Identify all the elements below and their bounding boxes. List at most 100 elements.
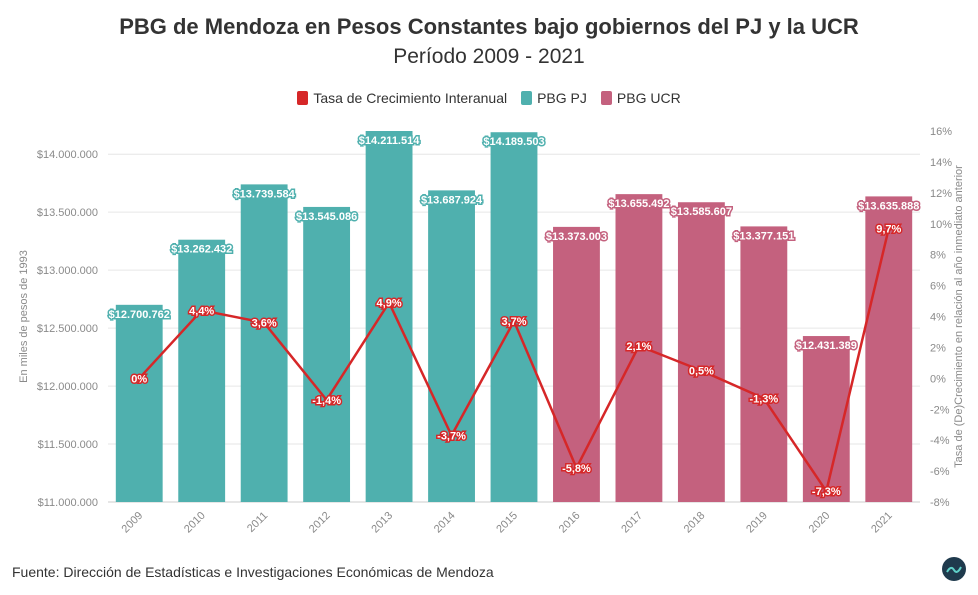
growth-value-label: -1,3% bbox=[749, 393, 778, 405]
bar bbox=[553, 226, 600, 503]
x-tick-label: 2021 bbox=[869, 510, 895, 536]
growth-point bbox=[698, 367, 705, 374]
bar bbox=[865, 196, 913, 502]
growth-point bbox=[885, 225, 892, 232]
y-right-tick-label: 8% bbox=[930, 250, 946, 262]
y-right-tick-label: 0% bbox=[930, 373, 946, 385]
bar bbox=[365, 131, 413, 502]
growth-point bbox=[635, 342, 642, 349]
growth-value-label: 0% bbox=[131, 373, 147, 385]
x-tick-label: 2011 bbox=[245, 510, 270, 535]
growth-point bbox=[136, 375, 143, 382]
x-tick-label: 2010 bbox=[182, 510, 208, 536]
growth-value-label: 3,7% bbox=[501, 316, 526, 328]
y-right-axis-title: Tasa de (De)Crecimiento en relación al a… bbox=[953, 165, 965, 468]
bar-value-label: $13.655.492 bbox=[608, 198, 669, 210]
y-right-tick-label: -6% bbox=[930, 466, 950, 478]
growth-value-label: 0,5% bbox=[689, 366, 714, 378]
growth-point bbox=[573, 464, 580, 471]
bar bbox=[802, 336, 850, 502]
legend-label: PBG PJ bbox=[537, 90, 587, 106]
growth-value-label: -7,3% bbox=[812, 486, 841, 498]
bar-value-label: $13.585.607 bbox=[671, 206, 732, 218]
bar-value-label: $12.700.762 bbox=[109, 309, 170, 321]
bar bbox=[178, 239, 226, 503]
growth-point bbox=[448, 432, 455, 439]
x-tick-label: 2017 bbox=[619, 510, 645, 536]
y-right-tick-label: -2% bbox=[930, 404, 950, 416]
y-right-tick-label: 6% bbox=[930, 281, 946, 293]
x-tick-label: 2014 bbox=[432, 510, 458, 536]
x-tick-label: 2012 bbox=[307, 510, 333, 536]
bar bbox=[428, 190, 475, 502]
bar bbox=[490, 132, 538, 503]
y-left-axis-title: En miles de pesos de 1993 bbox=[18, 250, 30, 383]
y-left-tick-label: $13.000.000 bbox=[37, 265, 98, 277]
x-tick-label: 2016 bbox=[557, 510, 583, 536]
x-tick-label: 2015 bbox=[494, 510, 520, 536]
y-right-tick-label: 10% bbox=[930, 219, 952, 231]
legend-label: PBG UCR bbox=[616, 90, 681, 106]
growth-point bbox=[760, 395, 767, 402]
bar bbox=[740, 226, 788, 503]
legend-item-pbg-ucr[interactable]: PBG UCR bbox=[600, 90, 681, 106]
growth-value-label: -5,8% bbox=[562, 463, 591, 475]
growth-value-label: -3,7% bbox=[437, 431, 466, 443]
legend-swatch bbox=[297, 91, 309, 105]
y-right-tick-label: 16% bbox=[930, 126, 952, 138]
growth-point bbox=[511, 318, 517, 325]
bar bbox=[677, 202, 725, 502]
x-tick-label: 2020 bbox=[807, 510, 833, 536]
source-note: Fuente: Dirección de Estadísticas e Inve… bbox=[12, 564, 494, 580]
growth-point bbox=[261, 319, 268, 326]
bar-value-label: $14.189.503 bbox=[483, 136, 544, 148]
growth-value-label: 9,7% bbox=[876, 223, 901, 235]
growth-point bbox=[323, 396, 330, 403]
growth-value-label: 2,1% bbox=[626, 341, 651, 353]
legend-swatch bbox=[521, 91, 533, 105]
legend-swatch bbox=[600, 91, 612, 105]
growth-value-label: -1,4% bbox=[312, 395, 341, 407]
growth-value-label: 4,9% bbox=[377, 298, 402, 310]
bar-value-label: $13.262.432 bbox=[171, 244, 232, 256]
y-left-tick-label: $12.000.000 bbox=[37, 381, 98, 393]
growth-value-label: 4,4% bbox=[189, 305, 214, 317]
y-right-tick-label: -8% bbox=[930, 497, 950, 509]
y-left-tick-label: $11.000.000 bbox=[38, 497, 98, 509]
chart-title: PBG de Mendoza en Pesos Constantes bajo … bbox=[119, 14, 859, 39]
bar-value-label: $13.739.584 bbox=[234, 188, 296, 200]
bar bbox=[115, 304, 163, 502]
x-tick-label: 2013 bbox=[369, 510, 395, 536]
growth-point bbox=[386, 299, 393, 306]
growth-point bbox=[823, 488, 830, 495]
y-right-tick-label: 4% bbox=[930, 312, 946, 324]
bar-value-label: $13.377.151 bbox=[733, 230, 794, 242]
y-left-tick-label: $14.000.000 bbox=[37, 149, 98, 161]
y-left-tick-label: $13.500.000 bbox=[37, 207, 98, 219]
x-tick-label: 2009 bbox=[120, 510, 146, 536]
legend-item-pbg-pj[interactable]: PBG PJ bbox=[521, 90, 587, 106]
bar-value-label: $14.211.514 bbox=[359, 135, 420, 147]
chart-subtitle: Período 2009 - 2021 bbox=[393, 45, 585, 68]
y-right-tick-label: 12% bbox=[930, 188, 952, 200]
y-left-tick-label: $12.500.000 bbox=[37, 323, 98, 335]
y-right-tick-label: -4% bbox=[930, 435, 950, 447]
growth-point bbox=[198, 307, 205, 314]
bar-value-label: $12.431.389 bbox=[796, 340, 857, 352]
legend: Tasa de Crecimiento Interanual PBG PJ PB… bbox=[0, 90, 978, 106]
chart-logo-icon bbox=[942, 557, 966, 581]
legend-label: Tasa de Crecimiento Interanual bbox=[313, 90, 508, 106]
y-right-tick-label: 14% bbox=[930, 157, 952, 169]
bar-value-label: $13.373.003 bbox=[546, 231, 607, 243]
y-right-tick-label: 2% bbox=[930, 342, 946, 354]
x-tick-label: 2018 bbox=[682, 510, 708, 536]
bar-value-label: $13.635.888 bbox=[858, 200, 919, 212]
bar-value-label: $13.545.086 bbox=[296, 211, 357, 223]
bar-value-label: $13.687.924 bbox=[421, 194, 483, 206]
x-tick-label: 2019 bbox=[744, 510, 770, 536]
legend-item-growth-rate[interactable]: Tasa de Crecimiento Interanual bbox=[297, 90, 507, 106]
y-left-tick-label: $11.500.000 bbox=[38, 439, 98, 451]
bar bbox=[303, 206, 351, 503]
growth-value-label: 3,6% bbox=[252, 318, 277, 330]
